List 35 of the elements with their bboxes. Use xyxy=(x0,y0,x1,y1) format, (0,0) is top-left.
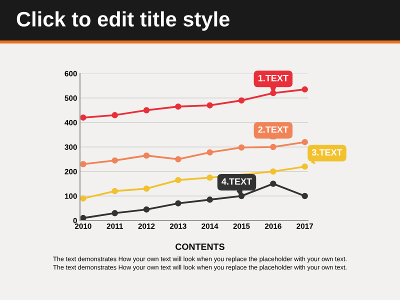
point xyxy=(112,112,118,118)
point xyxy=(302,138,308,146)
annotation: 4.TEXT xyxy=(222,178,252,185)
chart-title: Click to edit title style xyxy=(16,11,230,31)
point xyxy=(206,196,213,203)
point xyxy=(143,186,150,192)
point xyxy=(112,210,118,216)
point xyxy=(80,161,86,168)
point xyxy=(270,144,276,150)
point xyxy=(302,192,308,200)
annotation: 3.TEXT xyxy=(312,149,342,156)
point xyxy=(175,103,182,110)
point xyxy=(80,114,86,121)
annotation: 1.TEXT xyxy=(258,75,288,82)
point xyxy=(175,156,182,162)
point xyxy=(143,152,150,159)
point xyxy=(112,157,118,164)
annotation: 2.TEXT xyxy=(258,126,288,133)
point xyxy=(175,176,182,184)
point xyxy=(80,195,86,202)
point xyxy=(143,206,150,213)
text: CONTENTS xyxy=(176,244,224,250)
point xyxy=(302,163,308,170)
point xyxy=(80,214,86,220)
point xyxy=(206,149,213,156)
point xyxy=(175,200,182,206)
point xyxy=(143,107,150,114)
point xyxy=(112,188,118,194)
point xyxy=(238,144,245,151)
point xyxy=(238,97,245,104)
point xyxy=(206,102,213,108)
point xyxy=(206,174,213,181)
point xyxy=(270,168,276,175)
point xyxy=(270,180,276,187)
point xyxy=(302,86,308,93)
